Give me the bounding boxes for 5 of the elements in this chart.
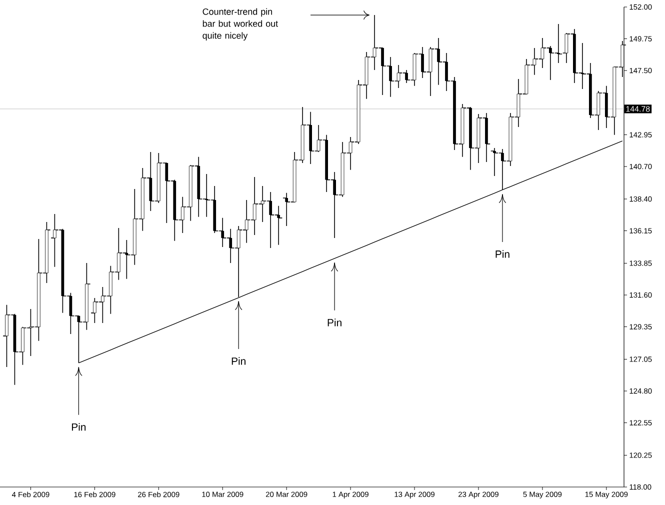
annotation: Pin xyxy=(496,250,510,258)
annotation: Pin xyxy=(72,423,86,431)
annotation: Pin xyxy=(232,357,246,365)
annotation: Pin xyxy=(328,318,342,326)
annotation: Counter-trend pin bar but worked out quite nicely xyxy=(202,8,278,41)
